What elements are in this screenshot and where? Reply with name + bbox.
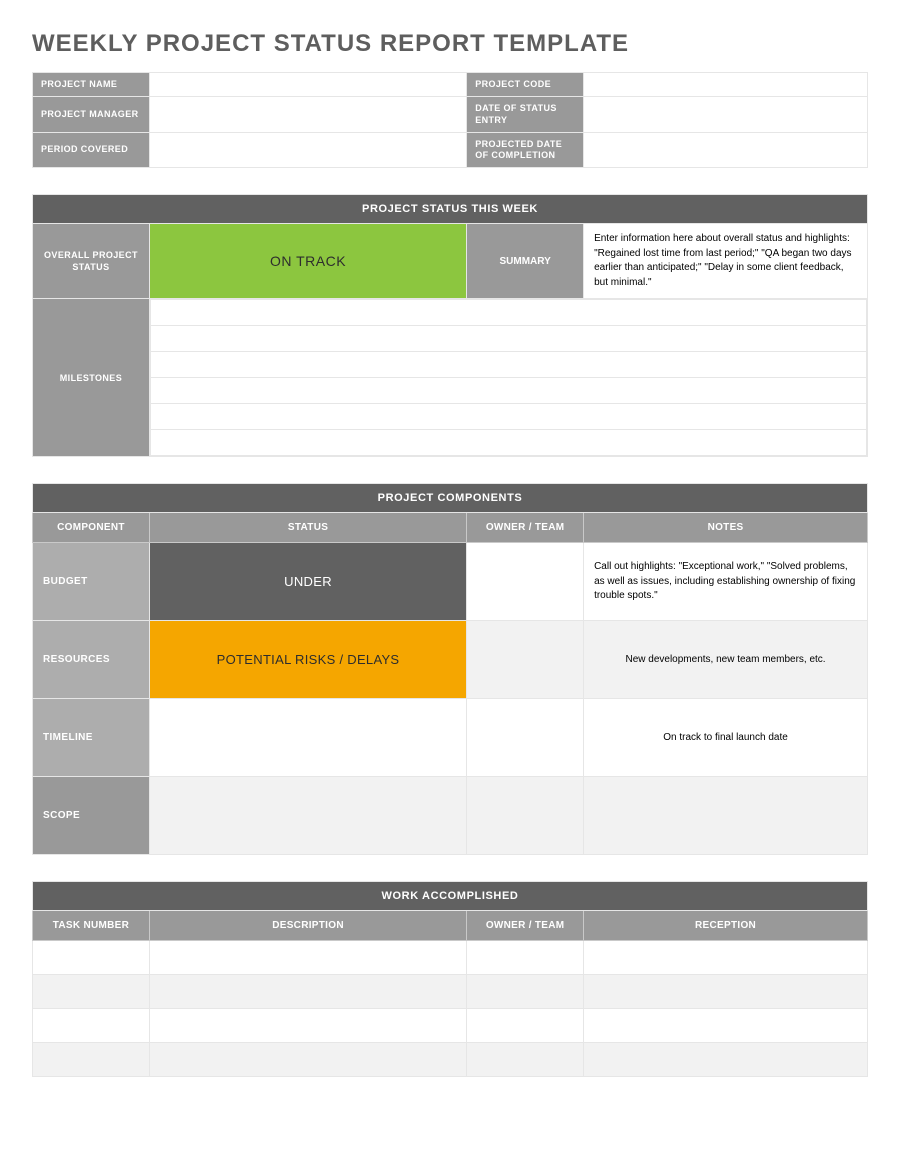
milestone-row[interactable]: [150, 300, 866, 326]
component-status: POTENTIAL RISKS / DELAYS: [149, 621, 466, 699]
component-status: UNDER: [149, 543, 466, 621]
component-notes[interactable]: Call out highlights: "Exceptional work,"…: [584, 543, 868, 621]
work-cell[interactable]: [33, 941, 150, 975]
work-cell[interactable]: [33, 1009, 150, 1043]
work-cell[interactable]: [467, 1009, 584, 1043]
component-owner[interactable]: [467, 543, 584, 621]
milestone-row[interactable]: [150, 430, 866, 456]
info-label: DATE OF STATUS ENTRY: [467, 97, 584, 133]
section-bar-components: PROJECT COMPONENTS: [33, 484, 868, 513]
overall-status-label: OVERALL PROJECT STATUS: [33, 224, 150, 299]
component-notes[interactable]: On track to final launch date: [584, 699, 868, 777]
work-cell[interactable]: [33, 1043, 150, 1077]
info-label: PROJECTED DATE OF COMPLETION: [467, 132, 584, 168]
component-owner[interactable]: [467, 777, 584, 855]
component-owner[interactable]: [467, 699, 584, 777]
component-notes[interactable]: [584, 777, 868, 855]
component-label: BUDGET: [33, 543, 150, 621]
col-status: STATUS: [149, 513, 466, 543]
col-owner2: OWNER / TEAM: [467, 911, 584, 941]
work-cell[interactable]: [149, 975, 466, 1009]
summary-text: Enter information here about overall sta…: [584, 224, 868, 299]
component-status: [149, 777, 466, 855]
page-title: WEEKLY PROJECT STATUS REPORT TEMPLATE: [32, 30, 868, 58]
info-value[interactable]: [584, 132, 868, 168]
work-cell[interactable]: [467, 975, 584, 1009]
col-reception: RECEPTION: [584, 911, 868, 941]
section-bar-status: PROJECT STATUS THIS WEEK: [33, 195, 868, 224]
status-week-section: PROJECT STATUS THIS WEEK OVERALL PROJECT…: [32, 194, 868, 457]
overall-status-value: ON TRACK: [149, 224, 466, 299]
work-cell[interactable]: [149, 1009, 466, 1043]
work-cell[interactable]: [584, 941, 868, 975]
milestone-row[interactable]: [150, 378, 866, 404]
milestones-label: MILESTONES: [33, 299, 150, 457]
work-cell[interactable]: [149, 941, 466, 975]
info-label: PROJECT NAME: [33, 73, 150, 97]
col-component: COMPONENT: [33, 513, 150, 543]
component-label: RESOURCES: [33, 621, 150, 699]
component-notes[interactable]: New developments, new team members, etc.: [584, 621, 868, 699]
col-description: DESCRIPTION: [149, 911, 466, 941]
milestone-row[interactable]: [150, 326, 866, 352]
component-status: [149, 699, 466, 777]
work-cell[interactable]: [33, 975, 150, 1009]
component-owner[interactable]: [467, 621, 584, 699]
components-header-row: COMPONENT STATUS OWNER / TEAM NOTES: [33, 513, 868, 543]
col-notes: NOTES: [584, 513, 868, 543]
work-cell[interactable]: [467, 941, 584, 975]
info-label: PERIOD COVERED: [33, 132, 150, 168]
work-cell[interactable]: [149, 1043, 466, 1077]
info-value[interactable]: [584, 97, 868, 133]
work-cell[interactable]: [584, 1009, 868, 1043]
milestone-row[interactable]: [150, 404, 866, 430]
col-owner: OWNER / TEAM: [467, 513, 584, 543]
info-label: PROJECT MANAGER: [33, 97, 150, 133]
info-value[interactable]: [149, 132, 466, 168]
work-cell[interactable]: [584, 975, 868, 1009]
components-section: PROJECT COMPONENTS COMPONENT STATUS OWNE…: [32, 483, 868, 855]
summary-label: SUMMARY: [467, 224, 584, 299]
work-cell[interactable]: [584, 1043, 868, 1077]
info-value[interactable]: [584, 73, 868, 97]
section-bar-work: WORK ACCOMPLISHED: [33, 882, 868, 911]
work-cell[interactable]: [467, 1043, 584, 1077]
component-label: TIMELINE: [33, 699, 150, 777]
info-label: PROJECT CODE: [467, 73, 584, 97]
col-task: TASK NUMBER: [33, 911, 150, 941]
work-section: WORK ACCOMPLISHED TASK NUMBER DESCRIPTIO…: [32, 881, 868, 1077]
milestone-row[interactable]: [150, 352, 866, 378]
info-value[interactable]: [149, 73, 466, 97]
work-header-row: TASK NUMBER DESCRIPTION OWNER / TEAM REC…: [33, 911, 868, 941]
info-value[interactable]: [149, 97, 466, 133]
component-label: SCOPE: [33, 777, 150, 855]
project-info-table: PROJECT NAME PROJECT CODE PROJECT MANAGER D…: [32, 72, 868, 168]
